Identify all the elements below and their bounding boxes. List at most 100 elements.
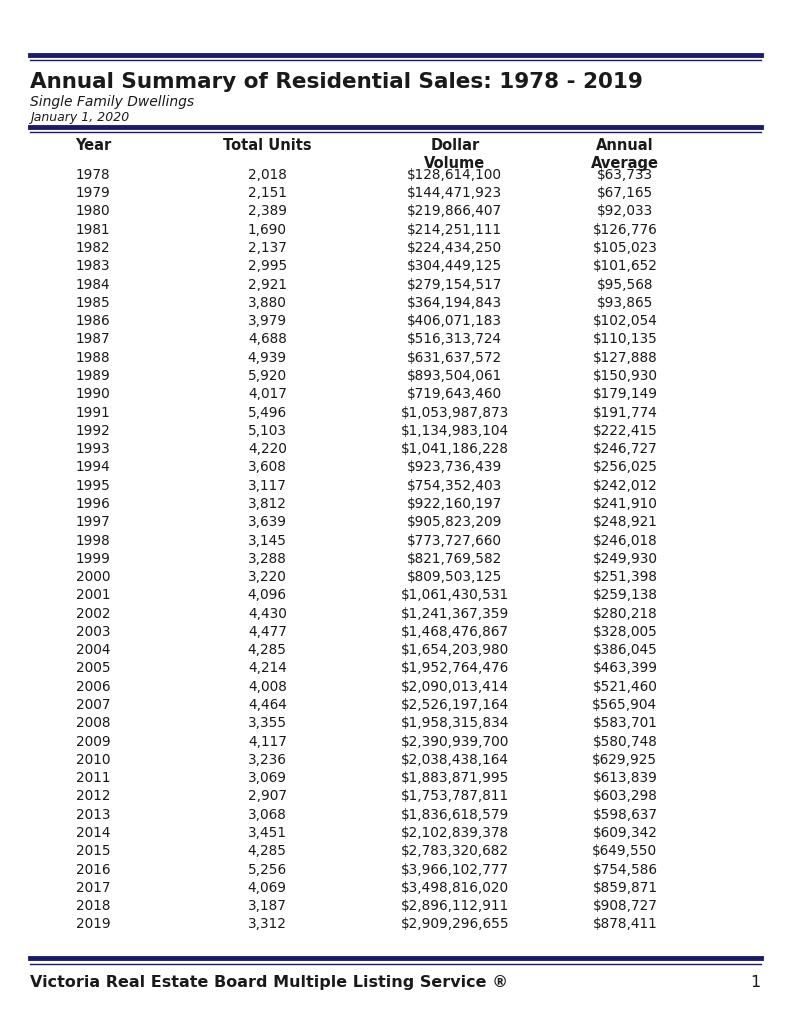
Text: $95,568: $95,568 <box>596 278 653 292</box>
Text: 2011: 2011 <box>76 771 111 785</box>
Text: $2,783,320,682: $2,783,320,682 <box>401 844 509 858</box>
Text: 4,464: 4,464 <box>248 698 287 712</box>
Text: 3,117: 3,117 <box>248 478 287 493</box>
Text: 3,451: 3,451 <box>248 826 287 840</box>
Text: $1,053,987,873: $1,053,987,873 <box>401 406 509 420</box>
Text: $328,005: $328,005 <box>592 625 657 639</box>
Text: 1,690: 1,690 <box>248 223 287 237</box>
Text: $609,342: $609,342 <box>592 826 657 840</box>
Text: 1988: 1988 <box>76 350 111 365</box>
Text: $2,090,013,414: $2,090,013,414 <box>401 680 509 693</box>
Text: $280,218: $280,218 <box>592 606 657 621</box>
Text: 4,285: 4,285 <box>248 643 287 657</box>
Text: $859,871: $859,871 <box>592 881 657 895</box>
Text: 2,995: 2,995 <box>248 259 287 273</box>
Text: $214,251,111: $214,251,111 <box>407 223 502 237</box>
Text: 1994: 1994 <box>76 461 111 474</box>
Text: 2,907: 2,907 <box>248 790 287 804</box>
Text: Annual
Average: Annual Average <box>591 138 659 171</box>
Text: 4,939: 4,939 <box>248 350 287 365</box>
Text: $150,930: $150,930 <box>592 369 657 383</box>
Text: $613,839: $613,839 <box>592 771 657 785</box>
Text: $191,774: $191,774 <box>592 406 657 420</box>
Text: 2,018: 2,018 <box>248 168 287 182</box>
Text: Dollar
Volume: Dollar Volume <box>424 138 486 171</box>
Text: 2008: 2008 <box>76 717 111 730</box>
Text: 2010: 2010 <box>76 753 111 767</box>
Text: 3,812: 3,812 <box>248 497 287 511</box>
Text: $3,498,816,020: $3,498,816,020 <box>401 881 509 895</box>
Text: 3,145: 3,145 <box>248 534 287 548</box>
Text: 1993: 1993 <box>76 442 111 456</box>
Text: 4,069: 4,069 <box>248 881 287 895</box>
Text: 2014: 2014 <box>76 826 111 840</box>
Text: $246,018: $246,018 <box>592 534 657 548</box>
Text: $1,654,203,980: $1,654,203,980 <box>401 643 509 657</box>
Text: 3,639: 3,639 <box>248 515 287 529</box>
Text: 2016: 2016 <box>76 862 111 877</box>
Text: 4,688: 4,688 <box>248 333 287 346</box>
Text: 1987: 1987 <box>76 333 111 346</box>
Text: $583,701: $583,701 <box>592 717 657 730</box>
Text: $105,023: $105,023 <box>592 241 657 255</box>
Text: $279,154,517: $279,154,517 <box>407 278 502 292</box>
Text: 2005: 2005 <box>76 662 111 676</box>
Text: 5,496: 5,496 <box>248 406 287 420</box>
Text: $631,637,572: $631,637,572 <box>407 350 502 365</box>
Text: 2015: 2015 <box>76 844 111 858</box>
Text: 1989: 1989 <box>76 369 111 383</box>
Text: $1,241,367,359: $1,241,367,359 <box>401 606 509 621</box>
Text: 4,430: 4,430 <box>248 606 287 621</box>
Text: $463,399: $463,399 <box>592 662 657 676</box>
Text: $3,966,102,777: $3,966,102,777 <box>401 862 509 877</box>
Text: $224,434,250: $224,434,250 <box>407 241 502 255</box>
Text: $905,823,209: $905,823,209 <box>407 515 502 529</box>
Text: Annual Summary of Residential Sales: 1978 - 2019: Annual Summary of Residential Sales: 197… <box>30 72 643 92</box>
Text: 4,096: 4,096 <box>248 589 287 602</box>
Text: $222,415: $222,415 <box>592 424 657 438</box>
Text: $364,194,843: $364,194,843 <box>407 296 502 310</box>
Text: 5,103: 5,103 <box>248 424 287 438</box>
Text: 1990: 1990 <box>76 387 111 401</box>
Text: 1982: 1982 <box>76 241 111 255</box>
Text: $2,038,438,164: $2,038,438,164 <box>401 753 509 767</box>
Text: $1,468,476,867: $1,468,476,867 <box>401 625 509 639</box>
Text: $603,298: $603,298 <box>592 790 657 804</box>
Text: $2,102,839,378: $2,102,839,378 <box>401 826 509 840</box>
Text: $1,952,764,476: $1,952,764,476 <box>401 662 509 676</box>
Text: $908,727: $908,727 <box>592 899 657 913</box>
Text: 1995: 1995 <box>76 478 111 493</box>
Text: 2017: 2017 <box>76 881 111 895</box>
Text: 1986: 1986 <box>76 314 111 328</box>
Text: 1985: 1985 <box>76 296 111 310</box>
Text: 2009: 2009 <box>76 734 111 749</box>
Text: 1984: 1984 <box>76 278 111 292</box>
Text: $128,614,100: $128,614,100 <box>407 168 502 182</box>
Text: 2012: 2012 <box>76 790 111 804</box>
Text: $242,012: $242,012 <box>592 478 657 493</box>
Text: 3,355: 3,355 <box>248 717 287 730</box>
Text: 3,220: 3,220 <box>248 570 287 584</box>
Text: $304,449,125: $304,449,125 <box>407 259 502 273</box>
Text: $1,041,186,228: $1,041,186,228 <box>401 442 509 456</box>
Text: $144,471,923: $144,471,923 <box>407 186 502 201</box>
Text: 3,312: 3,312 <box>248 918 287 932</box>
Text: 3,187: 3,187 <box>248 899 287 913</box>
Text: 1997: 1997 <box>76 515 111 529</box>
Text: $101,652: $101,652 <box>592 259 657 273</box>
Text: Victoria Real Estate Board Multiple Listing Service ®: Victoria Real Estate Board Multiple List… <box>30 975 508 990</box>
Text: 1979: 1979 <box>76 186 111 201</box>
Text: $248,921: $248,921 <box>592 515 657 529</box>
Text: 1992: 1992 <box>76 424 111 438</box>
Text: 2,137: 2,137 <box>248 241 287 255</box>
Text: 2,151: 2,151 <box>248 186 287 201</box>
Text: $1,836,618,579: $1,836,618,579 <box>401 808 509 821</box>
Text: 1999: 1999 <box>76 552 111 566</box>
Text: 4,477: 4,477 <box>248 625 287 639</box>
Text: 1981: 1981 <box>76 223 111 237</box>
Text: 1980: 1980 <box>76 205 111 218</box>
Text: 4,285: 4,285 <box>248 844 287 858</box>
Text: 4,220: 4,220 <box>248 442 287 456</box>
Text: $809,503,125: $809,503,125 <box>407 570 502 584</box>
Text: $1,958,315,834: $1,958,315,834 <box>400 717 509 730</box>
